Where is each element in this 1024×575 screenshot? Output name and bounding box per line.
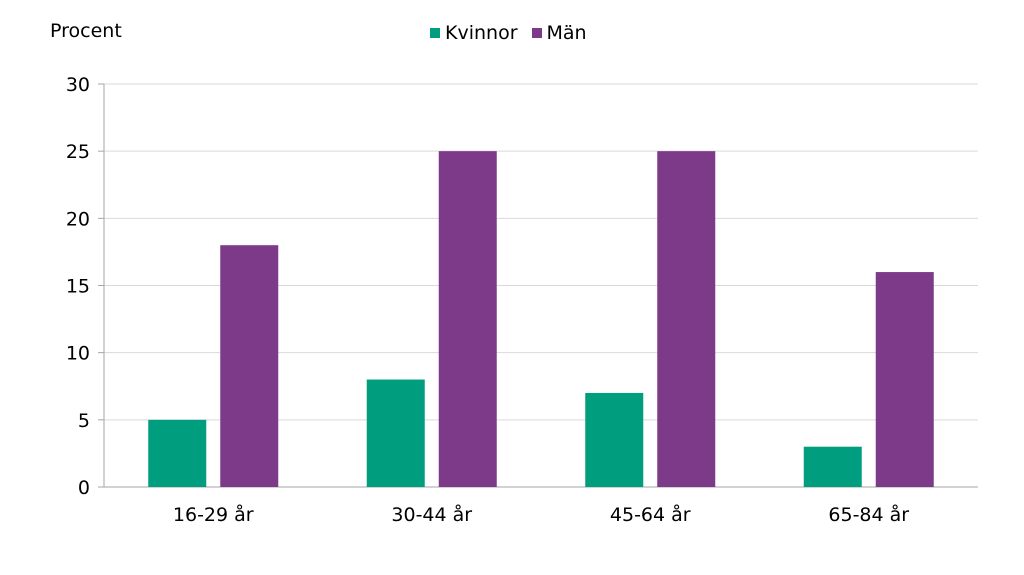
x-tick-label: 30-44 år [391,503,472,526]
bar-man [438,151,497,487]
bar-man [657,151,716,487]
y-tick-label: 5 [78,410,90,432]
legend-item-man: Män [531,22,587,44]
legend-label-man: Män [546,22,587,44]
y-tick-label: 20 [66,208,90,230]
legend-swatch-kvinnor [430,28,440,38]
bar-kvinnor [585,392,644,487]
y-tick-label: 15 [66,276,90,298]
bar-kvinnor [803,446,862,487]
y-axis-label: Procent [50,20,122,42]
y-tick-label: 25 [66,141,90,163]
bar-man [875,272,934,487]
legend-item-kvinnor: Kvinnor [430,22,518,44]
y-tick-label: 10 [66,343,90,365]
bar-kvinnor [366,379,425,487]
x-tick-label: 65-84 år [828,503,909,526]
legend: Kvinnor Män [430,22,601,44]
legend-label-kvinnor: Kvinnor [445,22,518,44]
bar-man [220,245,279,487]
x-tick-label: 45-64 år [610,503,691,526]
y-tick-label: 30 [66,74,90,96]
bar-kvinnor [148,419,207,487]
y-tick-label: 0 [78,477,90,499]
legend-swatch-man [531,28,542,38]
x-tick-label: 16-29 år [173,503,254,526]
